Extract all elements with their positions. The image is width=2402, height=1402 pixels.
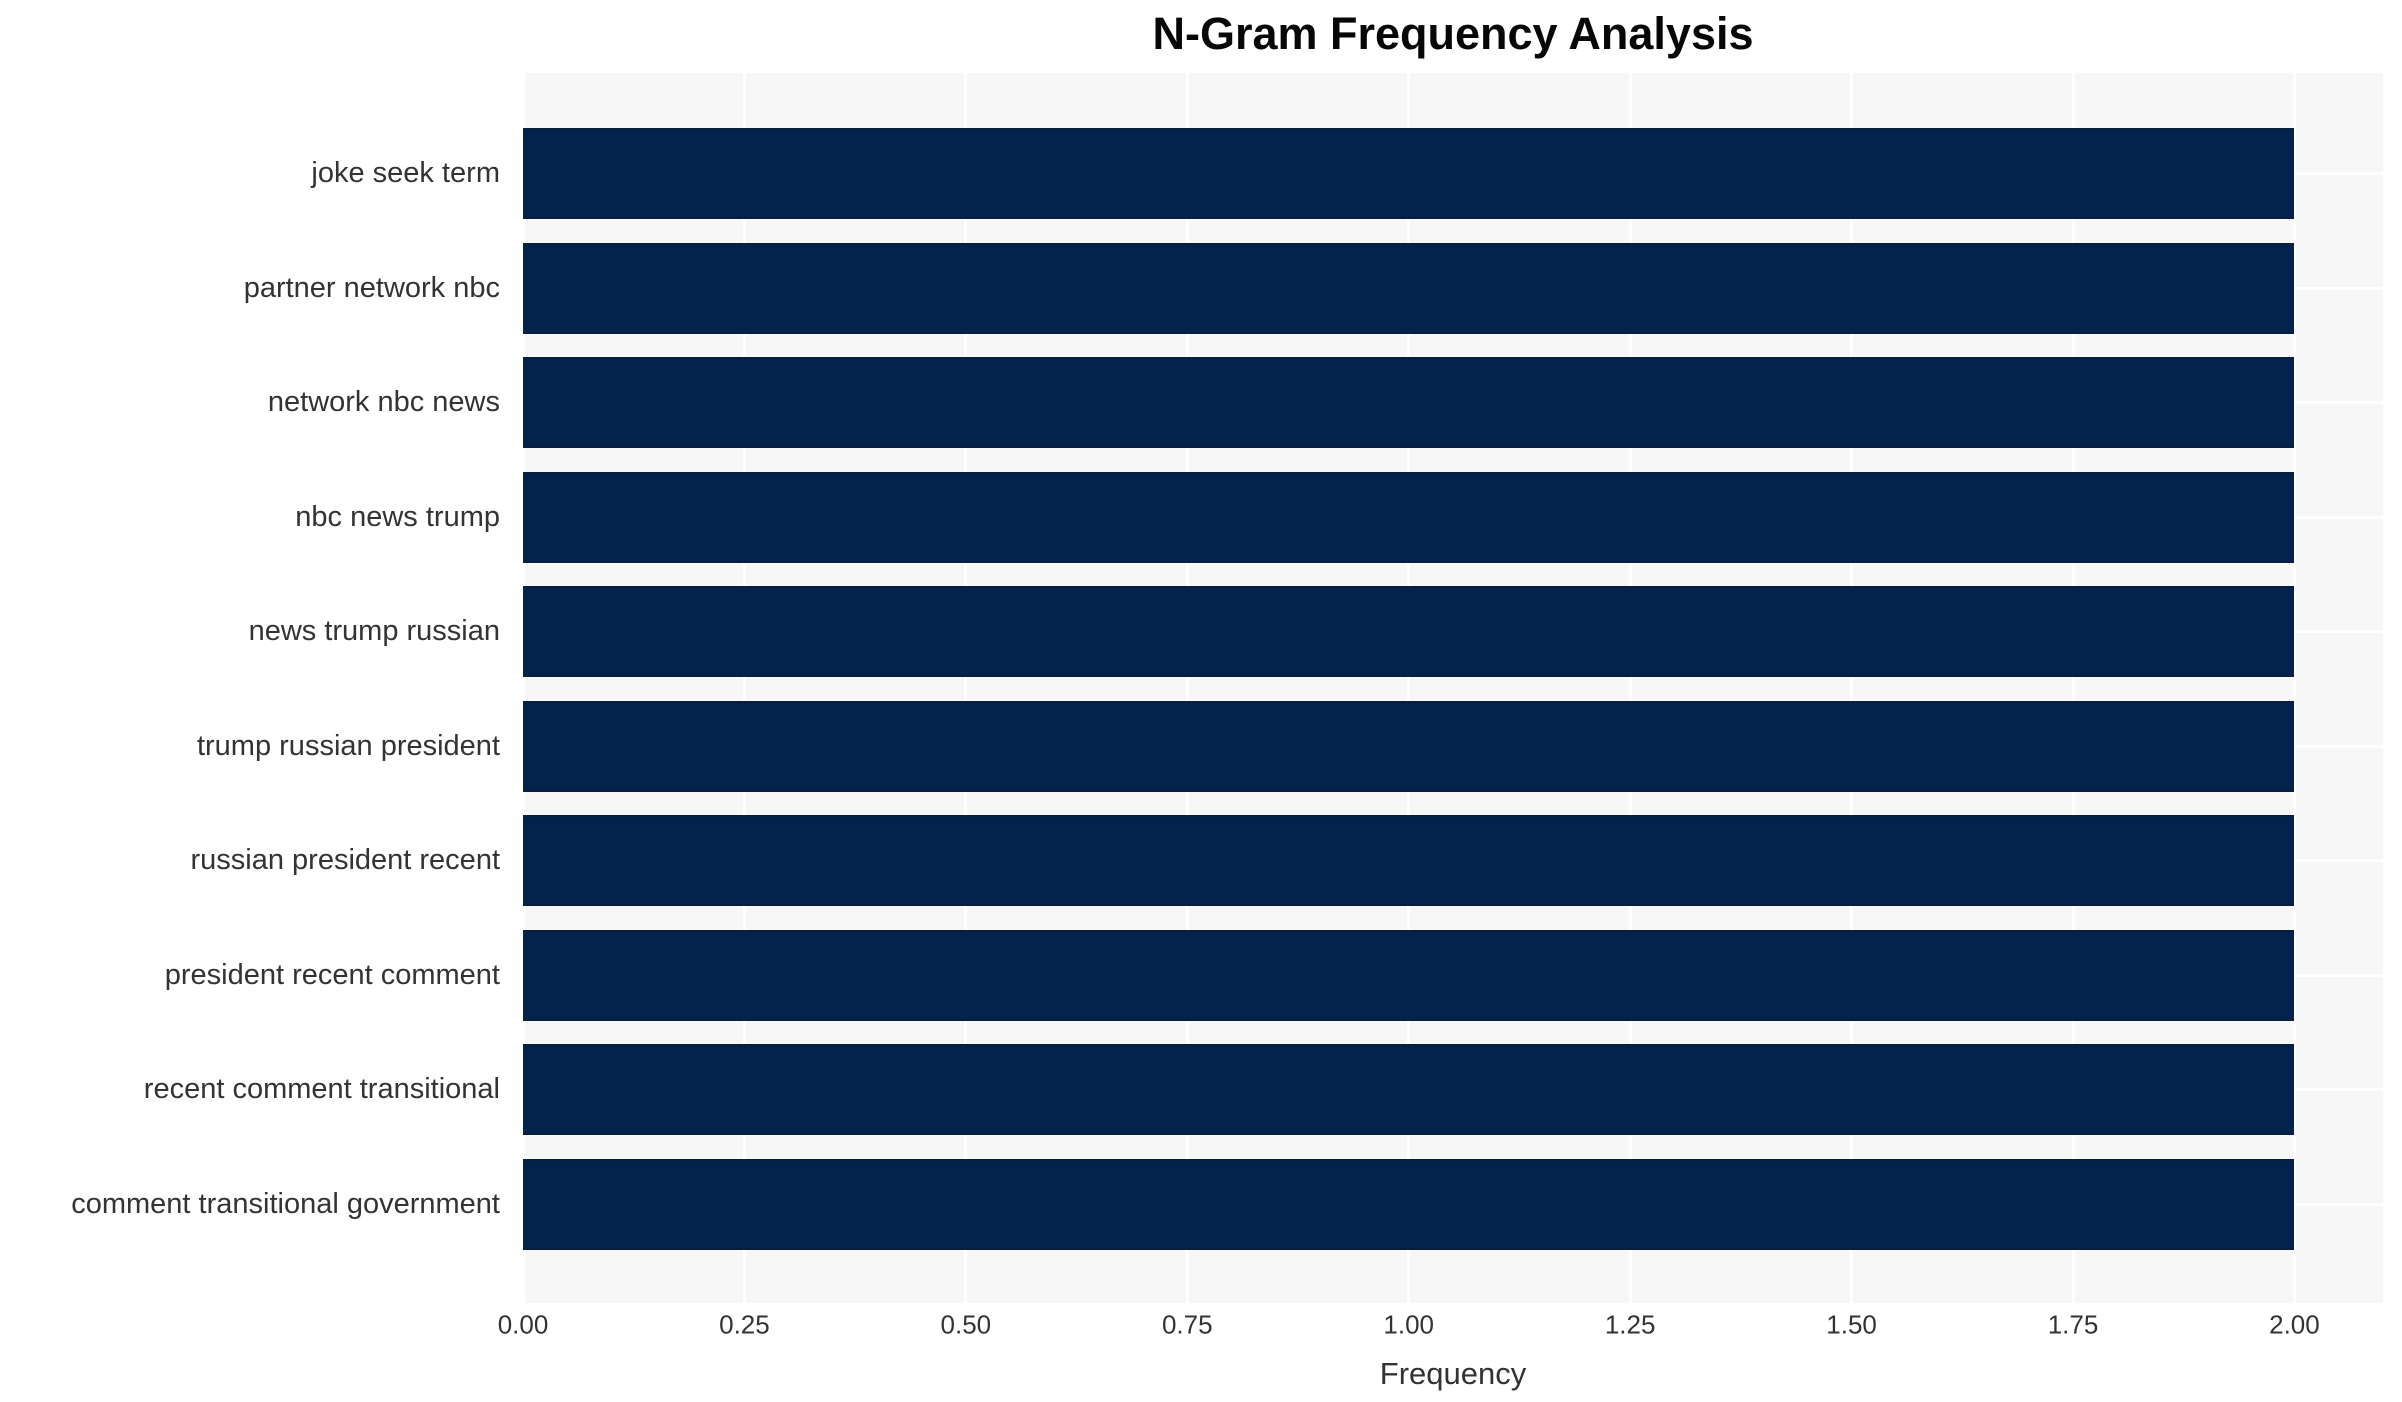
y-tick-label: network nbc news bbox=[267, 386, 500, 418]
y-tick-label: president recent comment bbox=[164, 958, 500, 991]
bar-partner-network-nbc bbox=[523, 242, 2295, 334]
x-tick-label: 0.00 bbox=[497, 1309, 549, 1340]
plot-area bbox=[523, 73, 2383, 1303]
vertical-gridline bbox=[1628, 73, 1632, 1303]
y-tick-label: russian president recent bbox=[190, 844, 501, 876]
y-tick-label: recent comment transitional bbox=[143, 1073, 500, 1105]
y-axis: joke seek term partner network nbc network… bbox=[0, 73, 508, 1303]
bar-russian-president-recent bbox=[523, 815, 2295, 906]
vertical-gridline bbox=[1185, 73, 1189, 1303]
x-tick-label: 0.75 bbox=[1161, 1309, 1213, 1340]
bar-news-trump-russian bbox=[523, 586, 2295, 677]
x-tick-label: 1.50 bbox=[1826, 1309, 1877, 1340]
x-tick-label: 1.75 bbox=[2047, 1309, 2099, 1340]
vertical-gridline bbox=[964, 73, 968, 1303]
bar-recent-comment-transitional bbox=[523, 1044, 2295, 1135]
bar-nbc-news-trump bbox=[523, 471, 2295, 563]
y-tick-label: joke seek term bbox=[311, 157, 500, 189]
x-tick-label: 0.25 bbox=[719, 1309, 770, 1340]
y-tick-label: partner network nbc bbox=[243, 271, 500, 304]
bar-network-nbc-news bbox=[523, 357, 2295, 448]
bar-joke-seek-term bbox=[523, 128, 2295, 219]
y-tick-label: nbc news trump bbox=[295, 500, 500, 533]
vertical-gridline bbox=[523, 73, 525, 1303]
bar-trump-russian-president bbox=[523, 700, 2295, 792]
x-tick-label: 1.00 bbox=[1383, 1309, 1435, 1340]
vertical-gridline bbox=[1850, 73, 1854, 1303]
vertical-gridline bbox=[1407, 73, 1411, 1303]
x-axis-title: Frequency bbox=[1379, 1356, 1527, 1391]
y-tick-label: trump russian president bbox=[196, 729, 500, 762]
y-tick-label: news trump russian bbox=[248, 615, 500, 647]
x-tick-label: 1.25 bbox=[1604, 1309, 1656, 1340]
vertical-gridline bbox=[2071, 73, 2075, 1303]
chart-title: N-Gram Frequency Analysis bbox=[1152, 8, 1754, 59]
vertical-gridline bbox=[742, 73, 746, 1303]
bar-president-recent-comment bbox=[523, 929, 2295, 1021]
x-tick-label: 0.50 bbox=[940, 1309, 992, 1340]
y-tick-label: comment transitional government bbox=[71, 1187, 500, 1220]
vertical-gridline bbox=[2292, 73, 2296, 1303]
bar-comment-transitional-government bbox=[523, 1158, 2295, 1250]
x-tick-label: 2.00 bbox=[2269, 1309, 2320, 1340]
